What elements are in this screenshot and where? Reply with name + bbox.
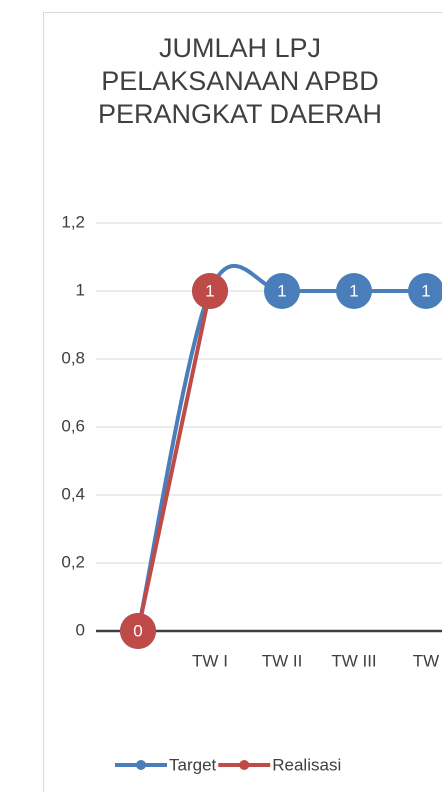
legend-marker xyxy=(239,760,250,770)
legend-marker xyxy=(136,760,146,770)
data-label: 1 xyxy=(277,281,286,300)
y-tick-label: 0,8 xyxy=(61,348,85,367)
legend-label: Realisasi xyxy=(272,755,341,774)
x-tick-label: TW xyxy=(413,651,439,670)
x-tick-label: TW II xyxy=(262,651,303,670)
y-tick-label: 1 xyxy=(76,280,85,299)
x-tick-label: TW III xyxy=(331,651,376,670)
y-tick-label: 0,6 xyxy=(61,416,85,435)
y-tick-label: 1,2 xyxy=(61,212,85,231)
data-label: 0 xyxy=(133,621,142,640)
line xyxy=(136,290,212,632)
marker xyxy=(192,273,228,309)
x-tick-label: TW I xyxy=(192,651,228,670)
marker xyxy=(264,273,300,309)
y-tick-label: 0,2 xyxy=(61,552,85,571)
y-tick-label: 0 xyxy=(76,620,85,639)
data-label: 1 xyxy=(421,281,430,300)
marker xyxy=(120,613,156,649)
data-label: 1 xyxy=(349,281,358,300)
marker xyxy=(336,273,372,309)
legend-label: Target xyxy=(169,755,217,774)
chart-border xyxy=(43,12,442,792)
data-label: 1 xyxy=(205,281,214,300)
marker xyxy=(408,273,442,309)
y-tick-label: 0,4 xyxy=(61,484,85,503)
chart-title: JUMLAH LPJ PELAKSANAAN APBD PERANGKAT DA… xyxy=(97,33,383,129)
